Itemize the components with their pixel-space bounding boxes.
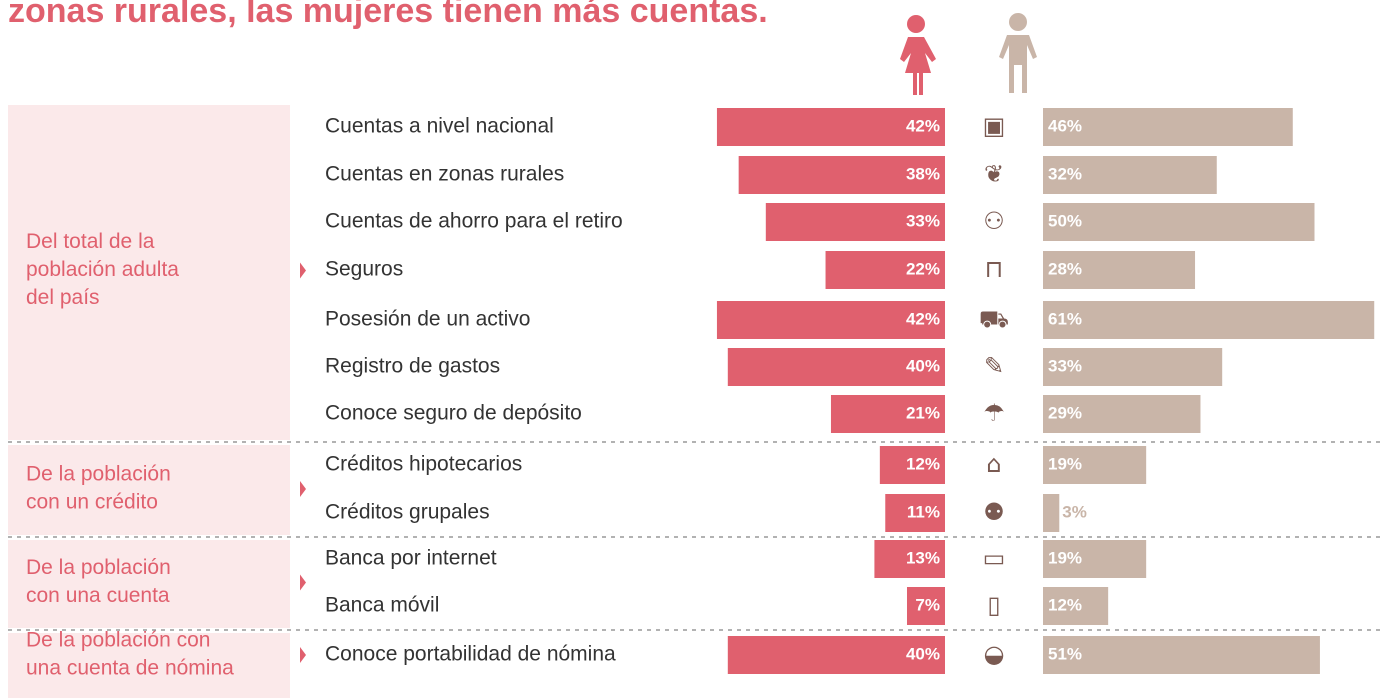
value-label: 61% — [1048, 309, 1082, 328]
value-label: 22% — [906, 259, 940, 278]
bar-women — [738, 156, 945, 194]
group-arrow — [300, 481, 306, 497]
value-label: 13% — [906, 548, 940, 567]
bar-men — [1043, 348, 1223, 386]
value-label: 7% — [915, 595, 940, 614]
value-label: 40% — [906, 644, 940, 663]
bar-women — [885, 494, 945, 532]
category-label: Créditos grupales — [325, 501, 490, 524]
bar-men — [1043, 156, 1217, 194]
value-label: 11% — [907, 502, 940, 521]
bar-women — [879, 446, 945, 484]
value-label: 12% — [1048, 595, 1082, 614]
bar-men — [1043, 494, 1060, 532]
bar-men — [1043, 446, 1147, 484]
group-label: Del total de la — [26, 230, 155, 253]
group-label: del país — [26, 286, 100, 309]
bar-men — [1043, 587, 1109, 625]
row-icon: ☂ — [983, 399, 1005, 427]
category-label: Posesión de un activo — [325, 308, 530, 331]
category-label: Conoce portabilidad de nómina — [325, 643, 616, 666]
category-label: Seguros — [325, 258, 403, 281]
bar-men — [1043, 540, 1147, 578]
value-label: 28% — [1048, 259, 1082, 278]
bar-women — [906, 587, 945, 625]
row-icon: ▭ — [983, 544, 1006, 572]
row-icon: ❦ — [984, 160, 1004, 188]
value-label: 21% — [906, 403, 940, 422]
category-label: Cuentas a nivel nacional — [325, 115, 554, 138]
value-label: 42% — [906, 309, 940, 328]
value-label: 3% — [1062, 502, 1087, 521]
row-icon: ✎ — [984, 352, 1004, 380]
group-box — [8, 445, 290, 535]
bar-women — [825, 251, 945, 289]
value-label: 46% — [1048, 116, 1082, 135]
value-label: 19% — [1048, 454, 1082, 473]
bar-men — [1043, 251, 1196, 289]
group-arrow — [300, 647, 306, 663]
category-label: Cuentas en zonas rurales — [325, 163, 564, 186]
group-label: con una cuenta — [26, 584, 170, 607]
row-icon: ◒ — [984, 640, 1005, 668]
value-label: 42% — [906, 116, 940, 135]
group-label: De la población — [26, 556, 171, 579]
group-box — [8, 540, 290, 628]
value-label: 50% — [1048, 211, 1082, 230]
group-arrow — [300, 574, 306, 591]
value-label: 38% — [906, 164, 940, 183]
group-label: población adulta — [26, 258, 179, 281]
group-arrow — [300, 262, 306, 279]
bar-women — [716, 301, 945, 339]
category-label: Banca por internet — [325, 547, 497, 570]
group-label: con un crédito — [26, 491, 158, 514]
row-icon: ▯ — [987, 591, 1000, 619]
bar-women — [765, 203, 945, 241]
row-icon: ⌂ — [986, 450, 1001, 478]
category-label: Registro de gastos — [325, 355, 500, 378]
value-label: 33% — [906, 211, 940, 230]
bar-men — [1043, 301, 1375, 339]
bar-women — [716, 108, 945, 146]
value-label: 12% — [906, 454, 940, 473]
bar-women — [727, 636, 945, 674]
group-box — [8, 105, 290, 440]
row-icon: ⚉ — [983, 498, 1005, 526]
value-label: 19% — [1048, 548, 1082, 567]
category-label: Créditos hipotecarios — [325, 453, 522, 476]
value-label: 29% — [1048, 403, 1082, 422]
bar-women — [874, 540, 945, 578]
value-label: 33% — [1048, 356, 1082, 375]
woman-icon — [900, 15, 936, 95]
man-icon — [999, 13, 1037, 93]
value-label: 51% — [1048, 644, 1082, 663]
bar-women — [727, 348, 945, 386]
bar-men — [1043, 108, 1293, 146]
category-label: Conoce seguro de depósito — [325, 402, 582, 425]
bar-men — [1043, 203, 1315, 241]
bar-men — [1043, 395, 1201, 433]
bar-women — [830, 395, 945, 433]
row-icon: ⊓ — [985, 255, 1004, 283]
group-box — [8, 633, 290, 698]
value-label: 40% — [906, 356, 940, 375]
value-label: 32% — [1048, 164, 1082, 183]
bar-men — [1043, 636, 1320, 674]
row-icon: ⛟ — [979, 305, 1009, 333]
group-label: De la población con — [26, 629, 210, 652]
chart-title: zonas rurales, las mujeres tienen más cu… — [8, 0, 768, 30]
row-icon: ⚇ — [983, 207, 1005, 235]
row-icon: ▣ — [983, 112, 1006, 140]
category-label: Cuentas de ahorro para el retiro — [325, 210, 623, 233]
group-label: De la población — [26, 463, 171, 486]
category-label: Banca móvil — [325, 594, 439, 617]
group-label: una cuenta de nómina — [26, 657, 234, 680]
